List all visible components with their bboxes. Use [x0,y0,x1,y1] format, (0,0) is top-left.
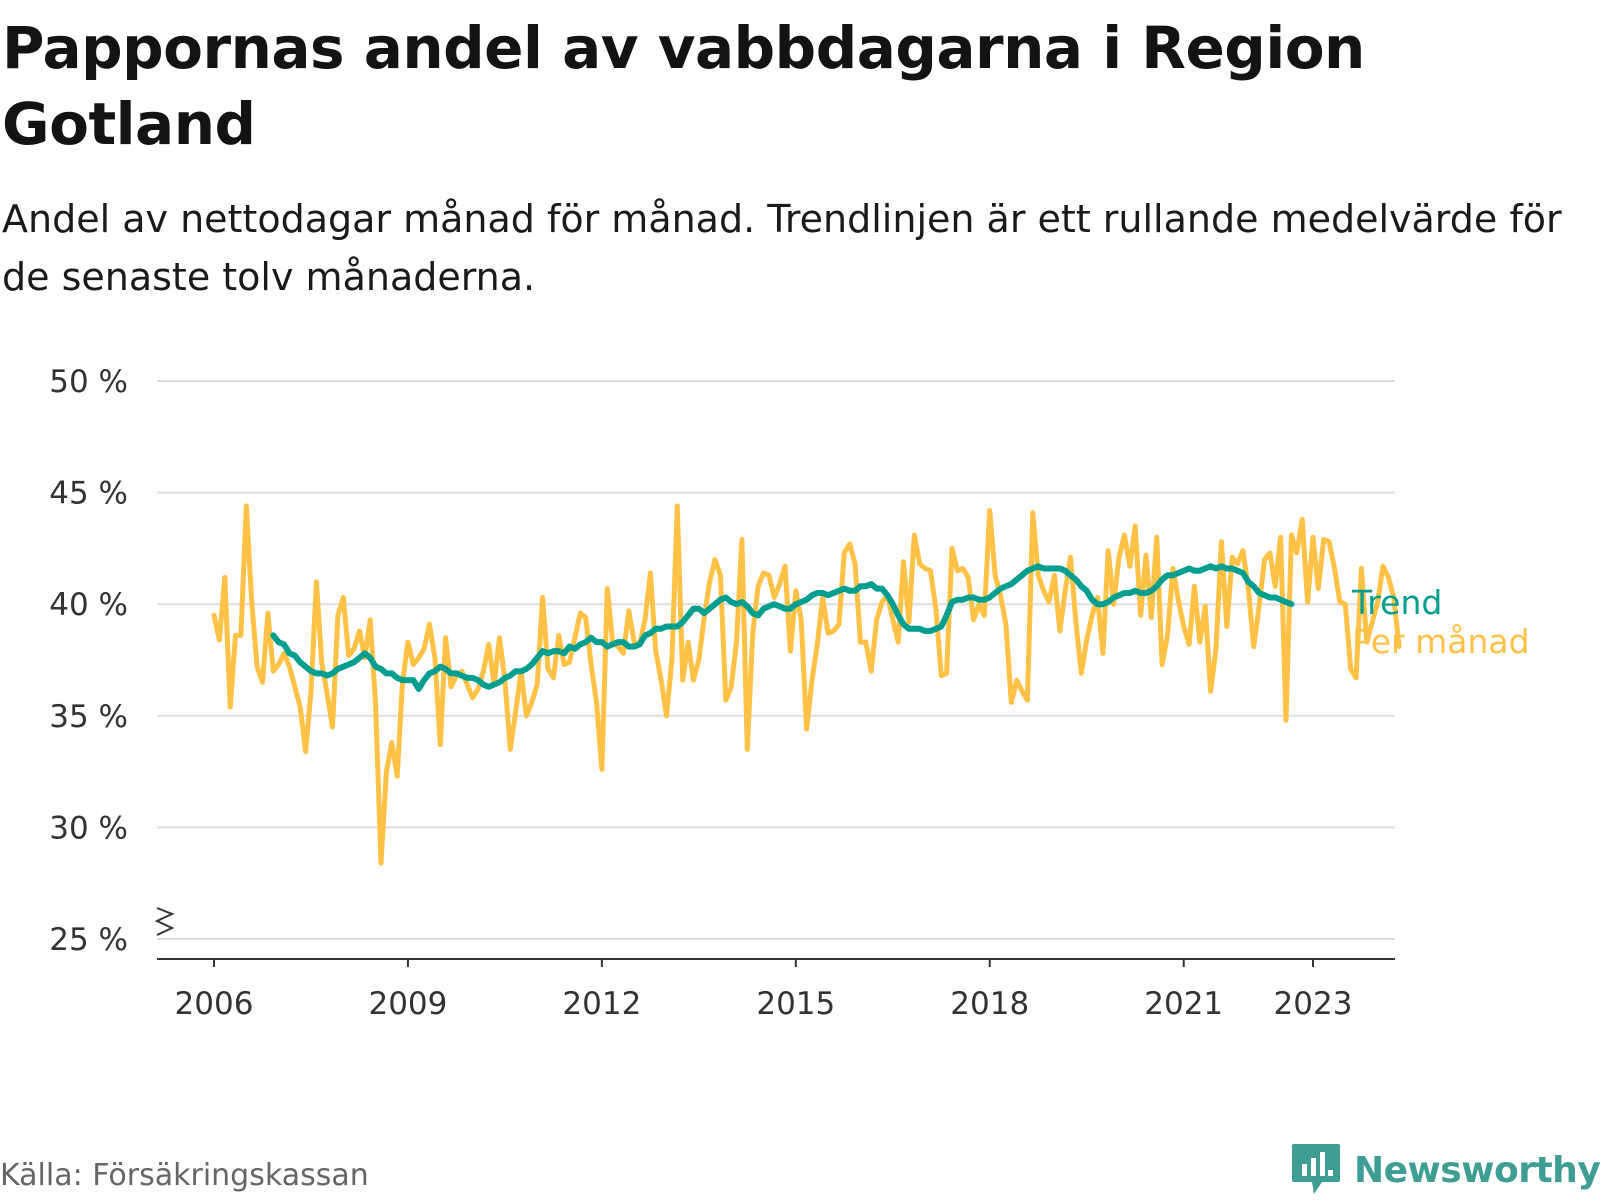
x-tick-label: 2006 [175,986,254,1022]
line-chart: 25 % 30 % 35 % 40 % 45 % 50 % 2006 2009 2012 201… [49,364,1530,1022]
series-trend [270,563,1295,692]
x-tick-label: 2018 [950,986,1029,1022]
y-tick-label: 50 % [49,364,128,400]
x-tick-label: 2023 [1274,986,1353,1022]
newsworthy-logo-icon [1292,1144,1340,1194]
y-tick-label: 45 % [49,476,128,512]
legend-label-trend: Trend [1351,583,1442,622]
newsworthy-logo-text: Newsworthy [1354,1149,1600,1191]
y-tick-label: 35 % [49,699,128,735]
x-tick-label: 2015 [756,986,835,1022]
chart-title: Pappornas andel av vabbdagarna i Region … [2,14,1365,158]
chart-subtitle: Andel av nettodagar månad för månad. Tre… [2,197,1562,299]
newsworthy-logo[interactable]: Newsworthy [1290,1140,1600,1200]
x-tick-label: 2009 [368,986,447,1022]
gridlines [157,380,1395,940]
y-tick-label: 30 % [49,810,128,846]
legend-label-monthly: Per månad [1352,622,1530,661]
series-per-manad [211,503,1402,866]
y-tick-label: 25 % [49,922,128,958]
y-tick-label: 40 % [49,587,128,623]
x-tick-label: 2012 [562,986,641,1022]
x-axis-ticks: 2006 2009 2012 2015 2018 2021 2023 [175,959,1353,1022]
source-note: Källa: Försäkringskassan [0,1158,369,1193]
series-line-monthly [211,503,1402,866]
series-line-trend [270,563,1295,692]
y-axis-tick-labels: 25 % 30 % 35 % 40 % 45 % 50 % [49,364,128,958]
axis-break-icon [154,907,175,936]
x-tick-label: 2021 [1144,986,1223,1022]
